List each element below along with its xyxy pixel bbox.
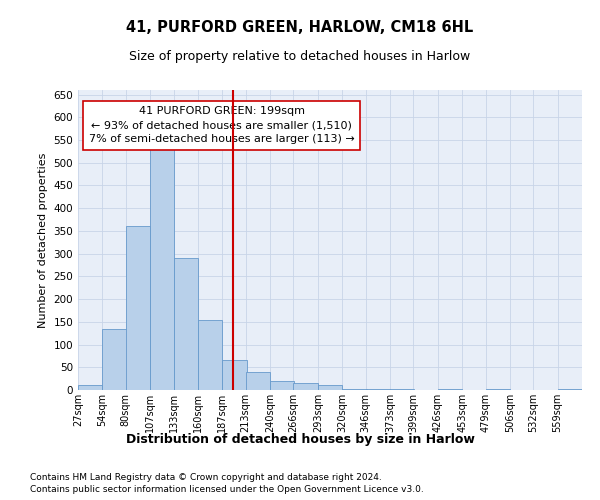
Text: Size of property relative to detached houses in Harlow: Size of property relative to detached ho… bbox=[130, 50, 470, 63]
Bar bbox=[126, 226, 150, 390]
Bar bbox=[245, 372, 270, 390]
Bar bbox=[365, 388, 390, 390]
Bar bbox=[557, 388, 582, 390]
Bar bbox=[438, 388, 462, 390]
Bar bbox=[222, 360, 247, 390]
Text: 41, PURFORD GREEN, HARLOW, CM18 6HL: 41, PURFORD GREEN, HARLOW, CM18 6HL bbox=[127, 20, 473, 35]
Text: Distribution of detached houses by size in Harlow: Distribution of detached houses by size … bbox=[125, 432, 475, 446]
Y-axis label: Number of detached properties: Number of detached properties bbox=[38, 152, 48, 328]
Bar bbox=[173, 258, 198, 390]
Bar bbox=[485, 388, 510, 390]
Bar bbox=[342, 388, 367, 390]
Bar bbox=[150, 147, 175, 390]
Text: Contains HM Land Registry data © Crown copyright and database right 2024.: Contains HM Land Registry data © Crown c… bbox=[30, 472, 382, 482]
Bar bbox=[103, 328, 127, 390]
Bar bbox=[318, 386, 342, 390]
Bar bbox=[390, 388, 415, 390]
Bar bbox=[78, 386, 103, 390]
Bar bbox=[293, 383, 318, 390]
Bar bbox=[270, 381, 295, 390]
Text: 41 PURFORD GREEN: 199sqm
← 93% of detached houses are smaller (1,510)
7% of semi: 41 PURFORD GREEN: 199sqm ← 93% of detach… bbox=[89, 106, 355, 144]
Text: Contains public sector information licensed under the Open Government Licence v3: Contains public sector information licen… bbox=[30, 485, 424, 494]
Bar bbox=[198, 320, 222, 390]
